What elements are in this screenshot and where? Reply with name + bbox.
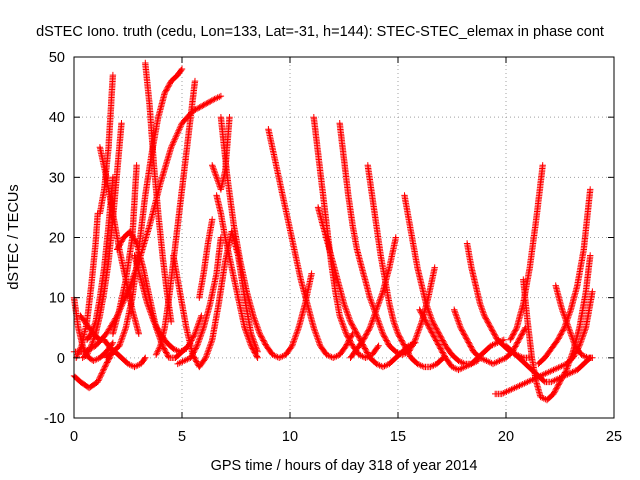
y-tick-label: -10 (44, 411, 65, 427)
track-28 (401, 192, 482, 368)
y-tick-label: 20 (49, 231, 65, 247)
track-17-markers (174, 234, 225, 368)
track-27 (347, 234, 399, 361)
y-axis-label: dSTEC / TECUs (6, 184, 22, 289)
track-11-markers (109, 162, 140, 337)
track-18 (196, 216, 216, 301)
x-tick-label: 0 (70, 429, 78, 445)
x-tick-label: 15 (390, 429, 406, 445)
track-26-markers (364, 162, 447, 371)
track-27-markers (347, 234, 399, 361)
data-marks (70, 59, 596, 404)
track-21 (213, 192, 261, 361)
x-tick-label: 20 (498, 429, 514, 445)
track-22 (265, 126, 356, 361)
x-tick-label: 5 (178, 429, 186, 445)
x-axis-label: GPS time / hours of day 318 of year 2014 (211, 458, 478, 474)
track-11 (109, 162, 140, 337)
x-tick-label: 25 (606, 429, 622, 445)
y-tick-label: 10 (49, 291, 65, 307)
track-17 (174, 234, 225, 368)
chart-title: dSTEC Iono. truth (cedu, Lon=133, Lat=-3… (36, 24, 604, 40)
tick-marks (73, 56, 615, 419)
track-37-markers (535, 186, 594, 368)
y-tick-label: 0 (57, 351, 65, 367)
tick-labels: 0 5 10 15 20 25 -10 0 10 20 30 40 50 (44, 50, 622, 445)
track-26 (364, 162, 447, 371)
y-tick-label: 30 (49, 170, 65, 186)
x-tick-label: 10 (282, 429, 298, 445)
y-tick-label: 50 (49, 50, 65, 66)
track-20 (217, 114, 315, 361)
track-21-markers (213, 192, 261, 361)
track-37 (535, 186, 594, 368)
y-tick-label: 40 (49, 110, 65, 126)
track-20-markers (217, 114, 315, 361)
track-28-markers (401, 192, 482, 368)
track-18-markers (196, 216, 216, 301)
track-22-markers (265, 126, 356, 361)
